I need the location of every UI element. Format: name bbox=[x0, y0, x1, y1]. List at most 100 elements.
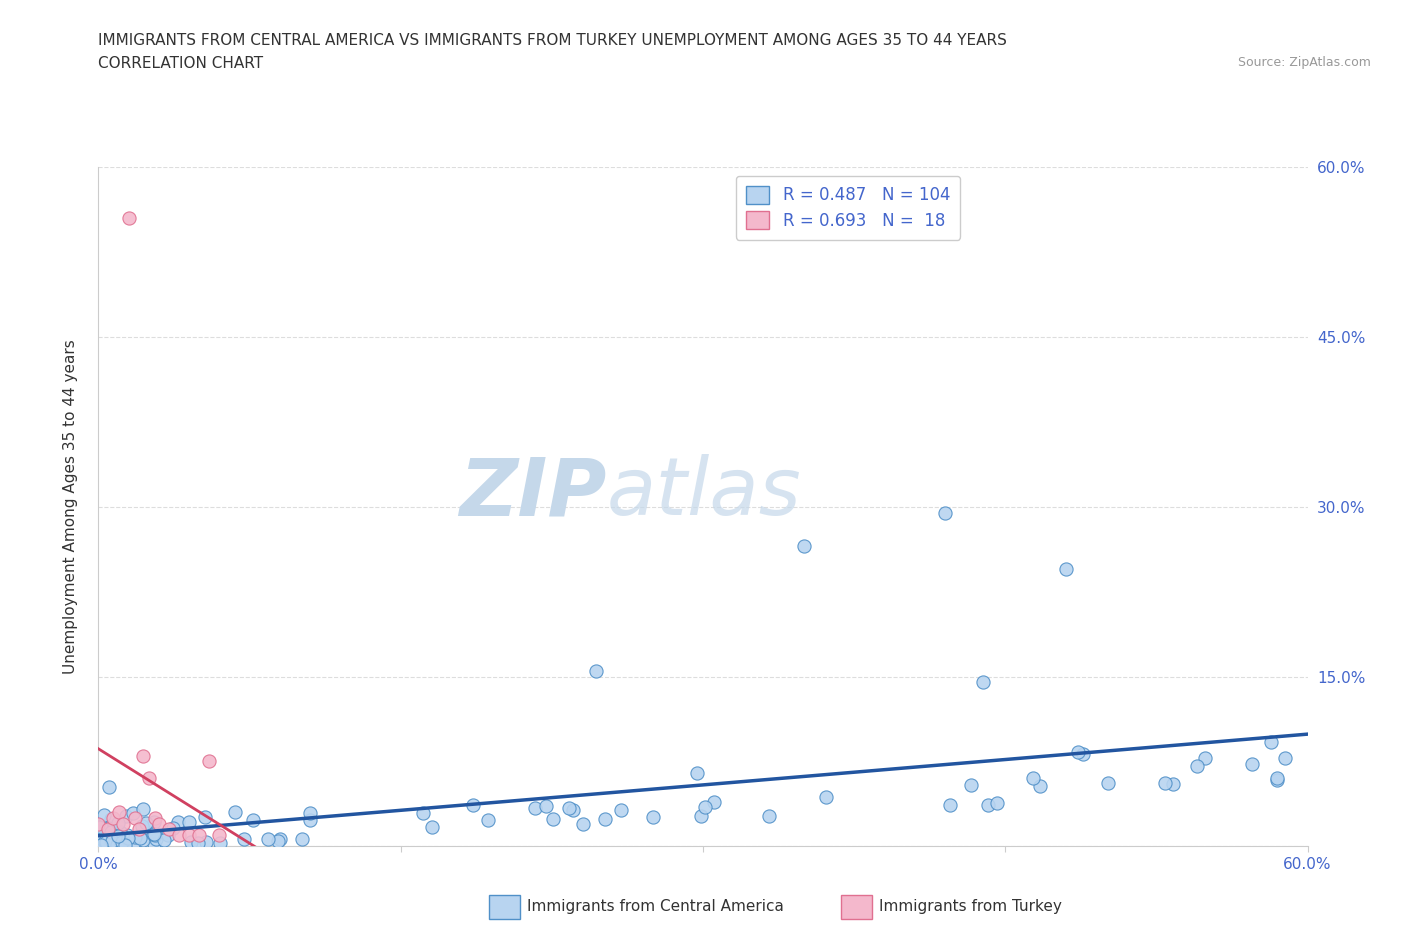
Point bbox=[1022, 771, 1045, 786]
Point bbox=[110, 836, 132, 851]
Point bbox=[100, 837, 122, 852]
Point bbox=[89, 821, 111, 836]
Point bbox=[124, 830, 146, 844]
Point bbox=[291, 831, 314, 846]
Point bbox=[208, 828, 231, 843]
Point bbox=[267, 833, 290, 848]
Point bbox=[412, 805, 434, 820]
Point bbox=[132, 749, 155, 764]
Point bbox=[96, 835, 118, 850]
Point bbox=[194, 809, 217, 824]
Point bbox=[90, 818, 112, 833]
Point bbox=[477, 813, 499, 828]
Point bbox=[138, 771, 160, 786]
Point bbox=[143, 815, 166, 830]
Point bbox=[142, 826, 165, 841]
Point bbox=[298, 805, 321, 820]
Point bbox=[534, 799, 557, 814]
Point bbox=[986, 796, 1008, 811]
Point bbox=[96, 821, 118, 836]
Point bbox=[198, 754, 221, 769]
Point bbox=[180, 834, 202, 849]
Point bbox=[97, 779, 120, 794]
Point bbox=[153, 832, 176, 847]
Point bbox=[145, 832, 167, 847]
Point bbox=[1071, 747, 1094, 762]
Point bbox=[195, 835, 218, 850]
Point bbox=[208, 835, 231, 850]
Point bbox=[115, 808, 138, 823]
Point bbox=[162, 820, 184, 835]
Point bbox=[561, 803, 583, 817]
Point bbox=[257, 831, 280, 846]
Point bbox=[1097, 775, 1119, 790]
Point bbox=[693, 800, 716, 815]
Point bbox=[98, 829, 121, 844]
Point bbox=[135, 815, 157, 830]
Point bbox=[128, 822, 150, 837]
Point bbox=[142, 827, 165, 842]
Point bbox=[101, 821, 124, 836]
Point bbox=[87, 817, 110, 831]
Point bbox=[91, 836, 114, 851]
Point bbox=[541, 812, 564, 827]
Point bbox=[972, 675, 994, 690]
Point bbox=[814, 790, 837, 804]
Point bbox=[100, 825, 122, 840]
Point bbox=[132, 832, 155, 847]
Point bbox=[93, 833, 115, 848]
Point bbox=[108, 833, 131, 848]
Point bbox=[157, 822, 180, 837]
Point bbox=[188, 828, 211, 843]
Point bbox=[117, 830, 139, 845]
Point bbox=[100, 812, 122, 827]
Point bbox=[179, 828, 201, 843]
Point bbox=[100, 833, 122, 848]
Point bbox=[111, 835, 134, 850]
Point bbox=[585, 663, 607, 678]
Point bbox=[110, 825, 132, 840]
Point bbox=[690, 808, 713, 823]
Point bbox=[101, 832, 124, 847]
Point bbox=[959, 777, 981, 792]
Point bbox=[128, 830, 150, 845]
Point bbox=[1260, 735, 1282, 750]
Point bbox=[93, 808, 115, 823]
Point bbox=[1028, 778, 1050, 793]
Point bbox=[122, 805, 145, 820]
Text: CORRELATION CHART: CORRELATION CHART bbox=[98, 56, 263, 71]
Point bbox=[115, 828, 138, 843]
Point bbox=[1265, 773, 1288, 788]
Point bbox=[703, 794, 725, 809]
Point bbox=[132, 802, 155, 817]
Point bbox=[118, 211, 141, 226]
Point bbox=[1054, 562, 1077, 577]
Point bbox=[1161, 777, 1184, 792]
Text: IMMIGRANTS FROM CENTRAL AMERICA VS IMMIGRANTS FROM TURKEY UNEMPLOYMENT AMONG AGE: IMMIGRANTS FROM CENTRAL AMERICA VS IMMIG… bbox=[98, 33, 1007, 47]
Point bbox=[242, 812, 264, 827]
Point bbox=[934, 505, 956, 520]
Point bbox=[1067, 745, 1090, 760]
Point bbox=[101, 811, 124, 826]
Point bbox=[111, 817, 134, 831]
Point bbox=[131, 818, 153, 833]
Point bbox=[939, 797, 962, 812]
Point bbox=[124, 811, 146, 826]
Point bbox=[167, 815, 190, 830]
Text: Immigrants from Turkey: Immigrants from Turkey bbox=[879, 899, 1062, 914]
Point bbox=[148, 817, 170, 831]
Point bbox=[121, 837, 143, 852]
Point bbox=[114, 838, 136, 853]
Point bbox=[977, 797, 1000, 812]
Point bbox=[108, 825, 131, 840]
Point bbox=[558, 800, 581, 815]
Point bbox=[1241, 757, 1264, 772]
Point bbox=[793, 539, 815, 554]
Point bbox=[90, 819, 112, 834]
Point bbox=[524, 801, 547, 816]
Point bbox=[90, 837, 112, 852]
Point bbox=[105, 837, 128, 852]
Point bbox=[1185, 759, 1208, 774]
Text: ZIP: ZIP bbox=[458, 454, 606, 532]
Point bbox=[143, 811, 166, 826]
